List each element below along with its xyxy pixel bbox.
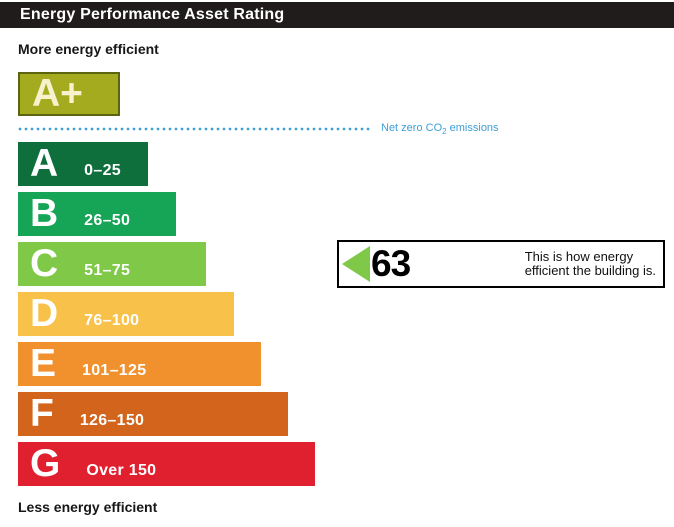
band-range: 0–25 — [84, 162, 121, 179]
band-bar: F 126–150 — [18, 392, 288, 436]
band-c: C 51–75 — [18, 242, 499, 286]
net-zero-label: Net zero CO2 emissions — [381, 121, 499, 137]
rating-description-line2: efficient the building is. — [524, 263, 656, 278]
band-d: D 76–100 — [18, 292, 499, 336]
rating-arrow-icon — [342, 246, 370, 282]
chart-title: Energy Performance Asset Rating — [20, 6, 285, 23]
band-range: 126–150 — [79, 412, 145, 429]
band-bar: E 101–125 — [18, 342, 261, 386]
band-b: B 26–50 — [18, 192, 499, 236]
band-bar: A+ — [18, 72, 120, 116]
band-letter: A — [30, 142, 59, 185]
rating-description: This is how energy efficient the buildin… — [525, 250, 656, 278]
band-letter: C — [30, 242, 59, 285]
band-bar: A 0–25 — [18, 142, 148, 186]
band-a: A 0–25 — [18, 142, 499, 186]
rating-description-line1: This is how energy — [524, 249, 634, 264]
band-letter: G — [30, 442, 61, 485]
band-bar: G Over 150 — [18, 442, 315, 486]
net-zero-separator: Net zero CO2 emissions — [18, 122, 499, 136]
band-range: 76–100 — [84, 312, 140, 329]
net-zero-dotted-line — [18, 127, 372, 131]
band-a-plus: A+ — [18, 72, 499, 116]
band-range: Over 150 — [86, 462, 157, 479]
rating-scale: A+ Net zero CO2 emissions A 0–25 B 26–50… — [18, 72, 499, 492]
band-letter: D — [30, 292, 59, 335]
band-letter: A+ — [32, 72, 83, 115]
band-range: 51–75 — [84, 262, 131, 279]
less-energy-efficient-label: Less energy efficient — [18, 499, 158, 515]
band-f: F 126–150 — [18, 392, 499, 436]
band-letter: B — [30, 192, 59, 235]
band-range: 26–50 — [84, 212, 131, 229]
rating-value: 63 — [371, 243, 411, 284]
rating-indicator: 63 This is how energy efficient the buil… — [337, 240, 665, 288]
more-energy-efficient-label: More energy efficient — [18, 41, 159, 57]
band-bar: D 76–100 — [18, 292, 234, 336]
band-e: E 101–125 — [18, 342, 499, 386]
band-bar: B 26–50 — [18, 192, 176, 236]
band-letter: F — [30, 392, 54, 435]
band-bar: C 51–75 — [18, 242, 206, 286]
band-letter: E — [30, 342, 57, 385]
band-range: 101–125 — [82, 362, 147, 379]
band-g: G Over 150 — [18, 442, 499, 486]
chart-title-bar: Energy Performance Asset Rating — [0, 2, 674, 28]
